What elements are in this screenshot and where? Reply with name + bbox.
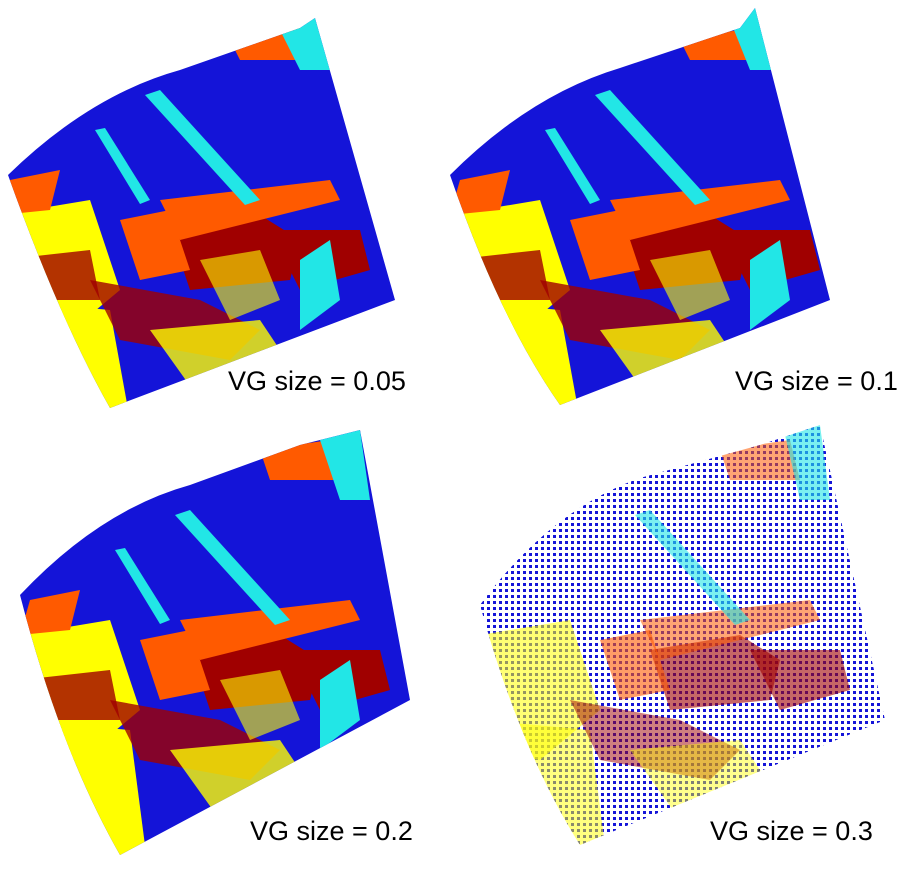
- segmented-point-cloud-image: [450, 420, 898, 884]
- point-cloud-panel-3: VG size = 0.2: [0, 420, 450, 884]
- vg-size-label: VG size = 0.2: [250, 816, 413, 847]
- segmented-point-cloud-image: [0, 420, 450, 884]
- vg-size-label: VG size = 0.05: [228, 366, 406, 397]
- point-cloud-panel-4: VG size = 0.3: [450, 420, 898, 884]
- segmented-point-cloud-image: [0, 0, 450, 420]
- vg-size-label: VG size = 0.3: [710, 816, 873, 847]
- point-cloud-panel-2: VG size = 0.1: [450, 0, 898, 420]
- segmented-point-cloud-image: [450, 0, 898, 420]
- vg-size-label: VG size = 0.1: [735, 366, 898, 397]
- point-cloud-panel-1: VG size = 0.05: [0, 0, 450, 420]
